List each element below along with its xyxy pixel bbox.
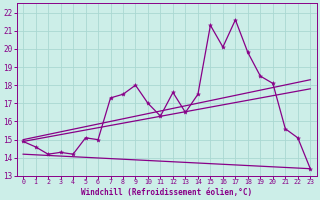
X-axis label: Windchill (Refroidissement éolien,°C): Windchill (Refroidissement éolien,°C) <box>81 188 252 197</box>
